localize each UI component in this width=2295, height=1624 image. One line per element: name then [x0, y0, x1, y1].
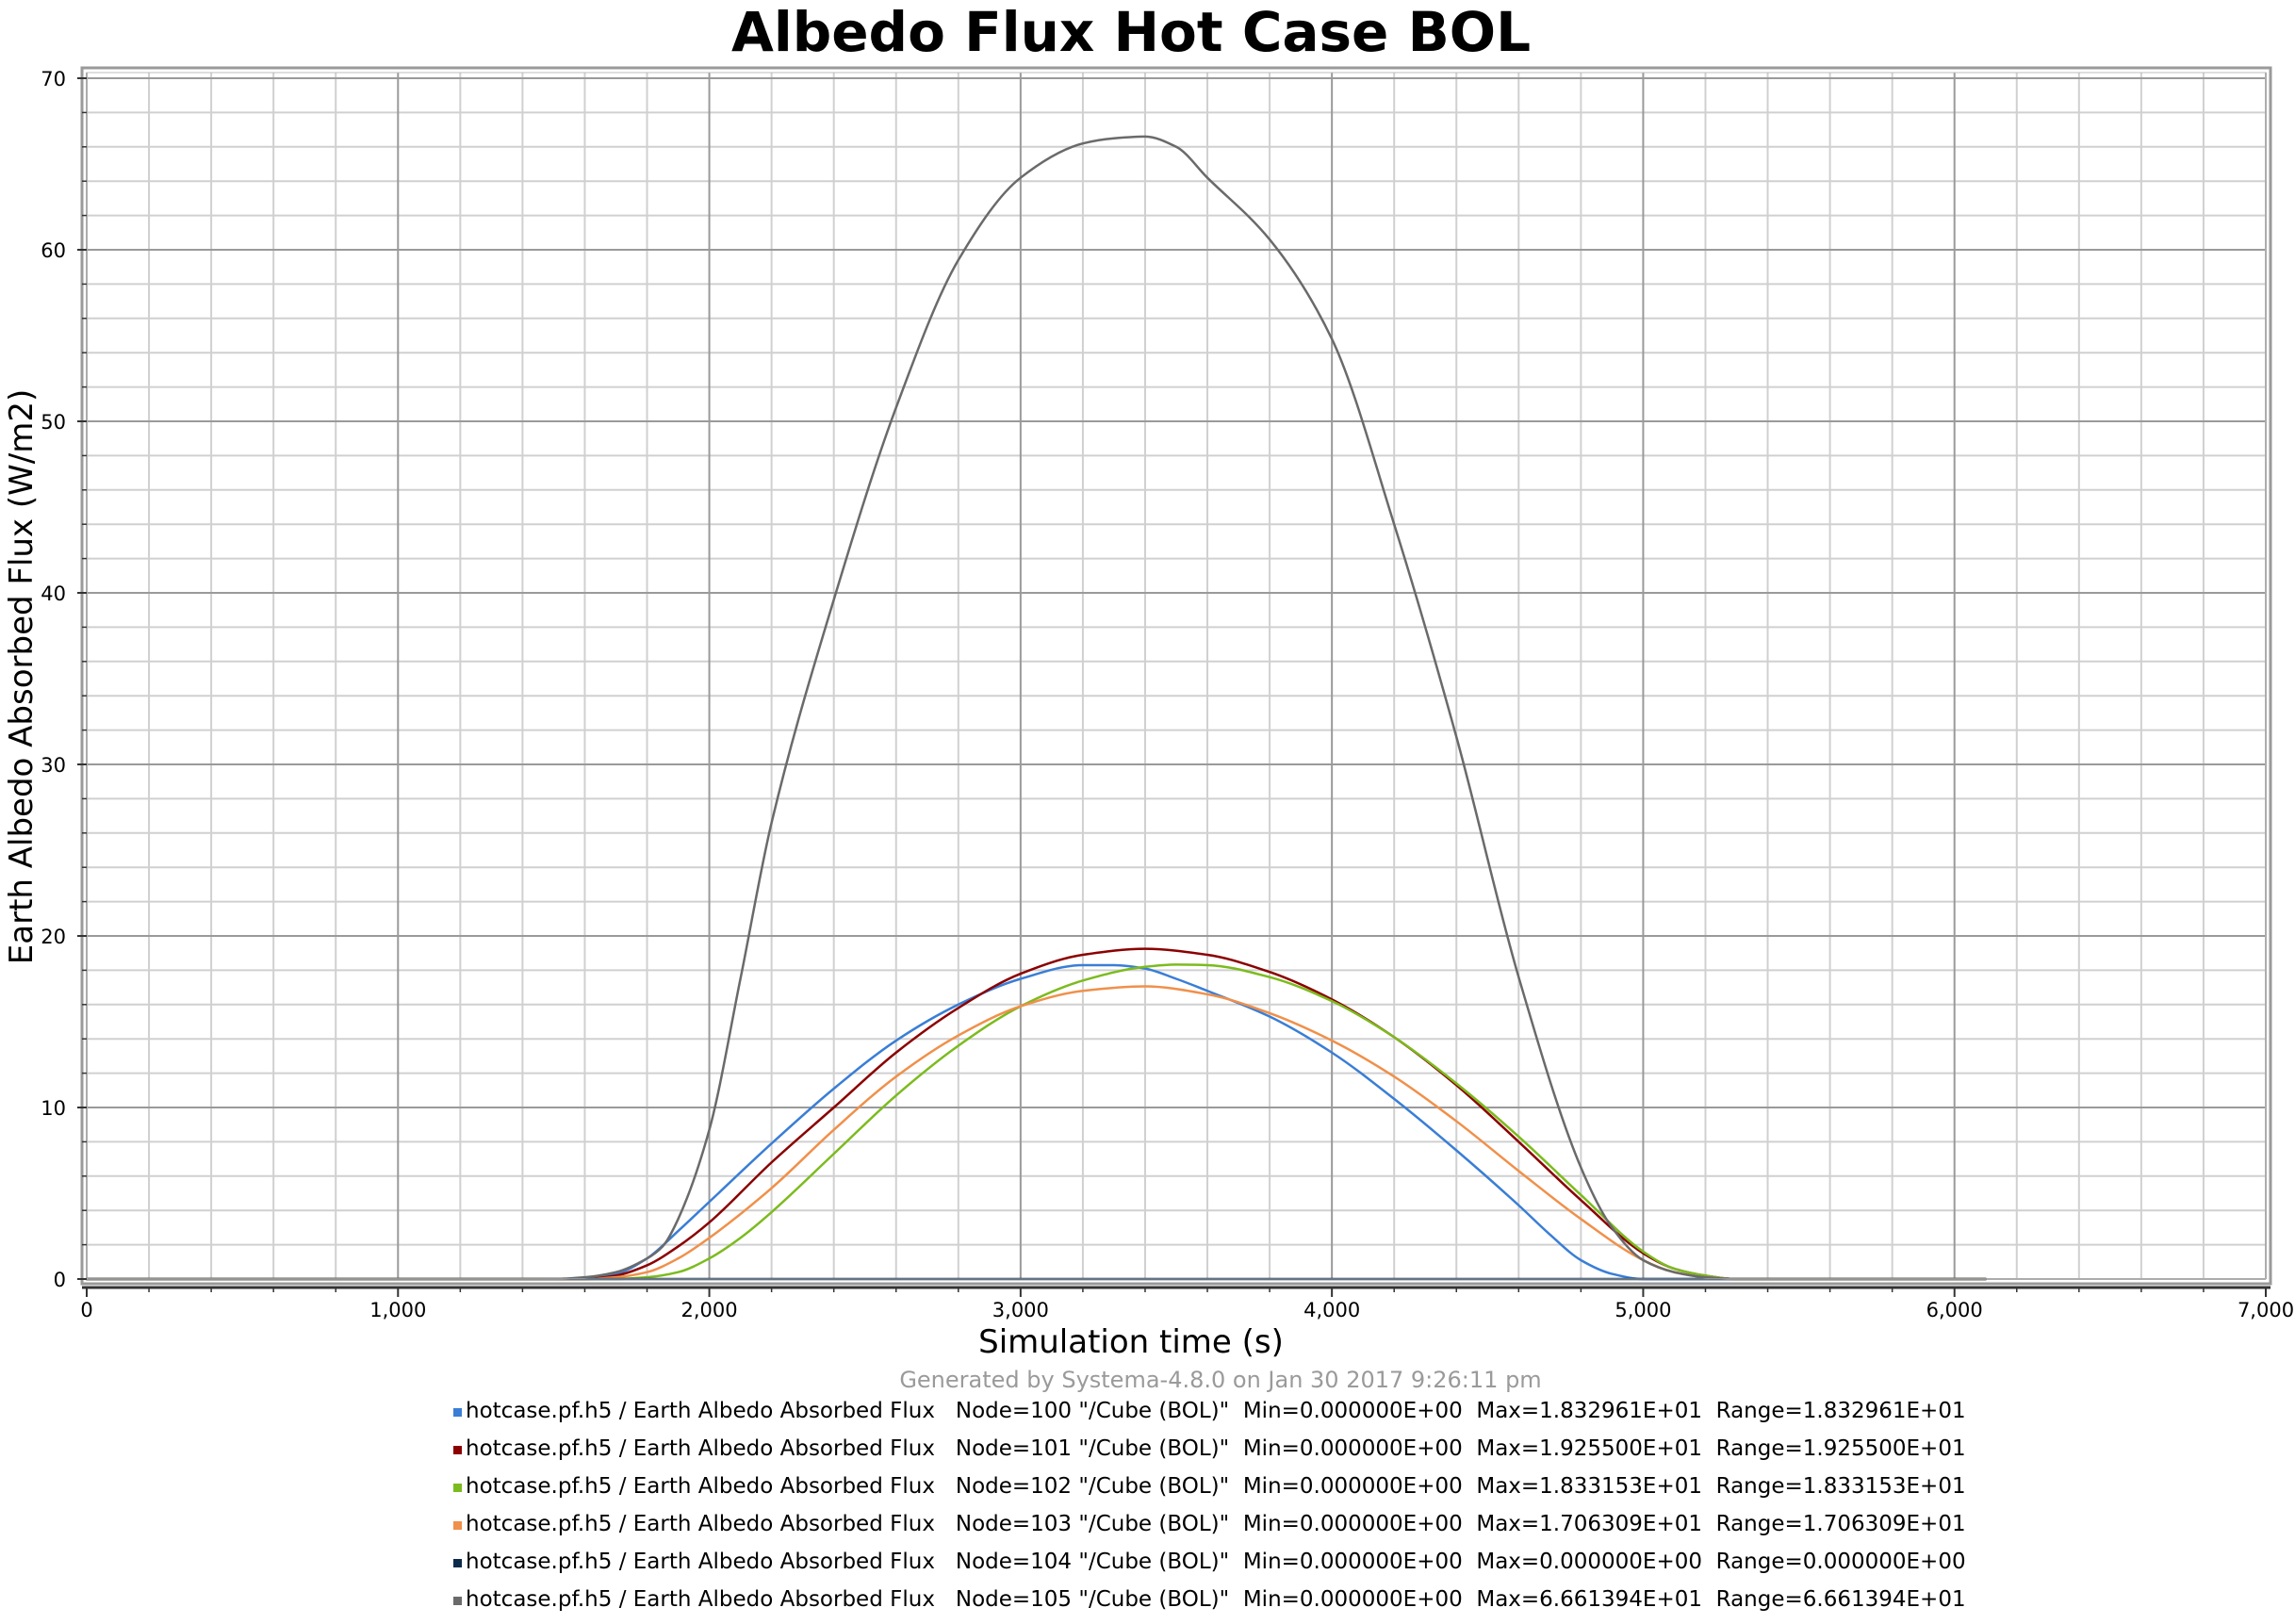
x-tick-label: 7,000	[2238, 1299, 2294, 1321]
series-line-5	[85, 135, 1987, 1281]
y-tick-label: 20	[41, 926, 66, 948]
major-gridlines	[86, 73, 2267, 1280]
x-tick-label: 6,000	[1926, 1299, 1983, 1321]
x-axis-label: Simulation time (s)	[978, 1323, 1284, 1361]
legend-label-1: hotcase.pf.h5 / Earth Albedo Absorbed Fl…	[466, 1436, 1966, 1461]
legend-label-5: hotcase.pf.h5 / Earth Albedo Absorbed Fl…	[466, 1587, 1966, 1612]
x-tick-label: 0	[80, 1299, 92, 1321]
x-tick-label: 1,000	[369, 1299, 426, 1321]
legend-swatch-3	[453, 1521, 462, 1530]
y-axis-ticks: 0 10 20 30 40 50 60 70	[41, 68, 87, 1291]
legend-label-0: hotcase.pf.h5 / Earth Albedo Absorbed Fl…	[466, 1399, 1966, 1423]
series-line-1	[85, 947, 1987, 1281]
legend-swatch-4	[453, 1559, 462, 1567]
legend-label-4: hotcase.pf.h5 / Earth Albedo Absorbed Fl…	[466, 1550, 1966, 1574]
y-tick-label: 60	[41, 239, 66, 262]
series-line-2	[85, 963, 1987, 1281]
chart-title: Albedo Flux Hot Case BOL	[731, 0, 1531, 64]
y-tick-label: 30	[41, 754, 66, 777]
legend-swatch-2	[453, 1484, 462, 1492]
x-axis-ticks: 0 1,000 2,000 3,000 4,000 5,000 6,000 7,000	[80, 1288, 2294, 1321]
x-tick-label: 5,000	[1615, 1299, 1671, 1321]
y-axis-label: Earth Albedo Absorbed Flux (W/m2)	[3, 389, 41, 964]
y-tick-label: 10	[41, 1097, 66, 1120]
x-tick-label: 4,000	[1303, 1299, 1360, 1321]
y-tick-label: 50	[41, 411, 66, 434]
y-tick-label: 0	[54, 1269, 66, 1291]
plot-frame	[80, 66, 2272, 1286]
legend: hotcase.pf.h5 / Earth Albedo Absorbed Fl…	[453, 1399, 1966, 1612]
generated-note: Generated by Systema-4.8.0 on Jan 30 201…	[899, 1367, 1541, 1393]
legend-label-2: hotcase.pf.h5 / Earth Albedo Absorbed Fl…	[466, 1474, 1966, 1499]
y-tick-label: 70	[41, 68, 66, 90]
plot-frame-inner	[86, 72, 2267, 1280]
legend-swatch-5	[453, 1597, 462, 1605]
x-tick-label: 2,000	[681, 1299, 738, 1321]
legend-swatch-1	[453, 1446, 462, 1454]
legend-swatch-0	[453, 1408, 462, 1417]
y-tick-label: 40	[41, 582, 66, 605]
x-tick-label: 3,000	[992, 1299, 1049, 1321]
legend-label-3: hotcase.pf.h5 / Earth Albedo Absorbed Fl…	[466, 1512, 1966, 1536]
